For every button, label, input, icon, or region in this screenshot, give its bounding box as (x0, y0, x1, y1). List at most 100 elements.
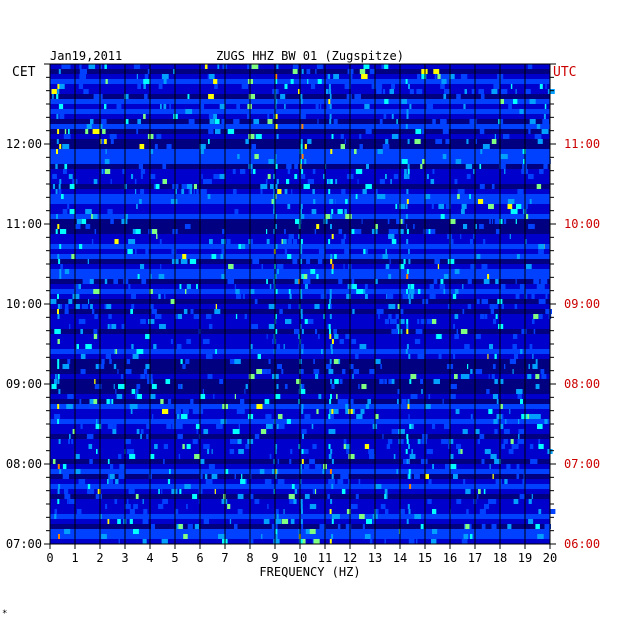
signal-band-mark (300, 314, 303, 319)
signal-mark (328, 429, 336, 434)
signal-mark (244, 389, 246, 394)
signal-mark (420, 524, 424, 529)
signal-band-mark (58, 534, 60, 539)
signal-mark (489, 219, 491, 224)
signal-mark (491, 524, 497, 529)
signal-mark (199, 104, 205, 109)
x-tick-label: 10 (293, 551, 307, 565)
signal-band-mark (273, 189, 276, 194)
signal-mark (348, 409, 353, 414)
signal-mark (360, 409, 365, 414)
signal-mark (67, 359, 71, 364)
signal-mark (52, 459, 56, 464)
signal-mark (224, 274, 228, 279)
signal-mark (359, 134, 362, 139)
signal-mark (107, 519, 110, 524)
signal-mark (442, 399, 444, 404)
signal-mark (104, 104, 107, 109)
signal-mark (420, 319, 427, 324)
signal-mark (236, 104, 240, 109)
signal-mark (232, 429, 240, 434)
signal-mark (493, 84, 500, 89)
signal-mark (490, 499, 497, 504)
signal-band-mark (299, 469, 302, 474)
signal-mark (208, 139, 210, 144)
signal-mark (481, 299, 489, 304)
signal-mark (474, 429, 480, 434)
signal-mark (267, 504, 269, 509)
signal-mark (160, 399, 164, 404)
signal-mark (233, 189, 237, 194)
signal-mark (299, 149, 303, 154)
signal-mark (51, 194, 53, 199)
signal-band-mark (330, 179, 333, 184)
signal-mark (163, 104, 167, 109)
signal-mark (488, 204, 494, 209)
signal-mark (235, 314, 238, 319)
signal-mark (372, 519, 375, 524)
signal-mark (227, 504, 231, 509)
signal-mark (268, 369, 271, 374)
signal-mark (424, 474, 429, 479)
signal-band-mark (331, 349, 333, 354)
signal-mark (519, 494, 525, 499)
signal-mark (180, 419, 185, 424)
signal-mark (337, 149, 341, 154)
signal-mark (457, 194, 460, 199)
signal-mark (149, 304, 154, 309)
cet-time-label: 11:00 (6, 217, 42, 231)
signal-mark (304, 144, 307, 149)
signal-mark (495, 229, 500, 234)
signal-band-mark (407, 399, 410, 404)
signal-mark (56, 109, 64, 114)
signal-mark (359, 144, 363, 149)
signal-mark (54, 329, 61, 334)
signal-mark (470, 264, 475, 269)
signal-mark (392, 229, 399, 234)
signal-band-mark (329, 294, 332, 299)
signal-mark (414, 514, 421, 519)
signal-mark (314, 229, 317, 234)
signal-mark (198, 489, 203, 494)
signal-mark (499, 404, 503, 409)
signal-mark (281, 239, 283, 244)
signal-mark (529, 199, 532, 204)
signal-mark (501, 284, 506, 289)
signal-mark (182, 444, 185, 449)
signal-mark (267, 114, 270, 119)
signal-mark (123, 279, 129, 284)
signal-mark (309, 504, 317, 509)
signal-mark (496, 214, 501, 219)
signal-mark (318, 334, 320, 339)
signal-mark (265, 414, 272, 419)
signal-mark (193, 189, 195, 194)
signal-mark (319, 524, 326, 529)
signal-mark (424, 404, 431, 409)
signal-mark (376, 194, 381, 199)
signal-mark (88, 299, 90, 304)
signal-mark (234, 284, 236, 289)
signal-mark (452, 294, 457, 299)
signal-band-mark (301, 154, 304, 159)
signal-mark (68, 129, 70, 134)
signal-mark (240, 399, 245, 404)
signal-mark (293, 499, 297, 504)
signal-mark (366, 519, 372, 524)
signal-mark (469, 524, 472, 529)
signal-mark (59, 84, 65, 89)
signal-mark (507, 254, 513, 259)
signal-mark (432, 509, 437, 514)
signal-mark (435, 404, 441, 409)
signal-mark (334, 334, 339, 339)
signal-mark (398, 204, 406, 209)
signal-mark (260, 429, 267, 434)
signal-mark (159, 239, 162, 244)
signal-mark (83, 89, 89, 94)
signal-mark (197, 154, 200, 159)
signal-mark (169, 469, 171, 474)
signal-mark (491, 374, 495, 379)
signal-mark (544, 104, 547, 109)
signal-mark (219, 469, 222, 474)
signal-mark (492, 364, 496, 369)
signal-mark (67, 394, 74, 399)
